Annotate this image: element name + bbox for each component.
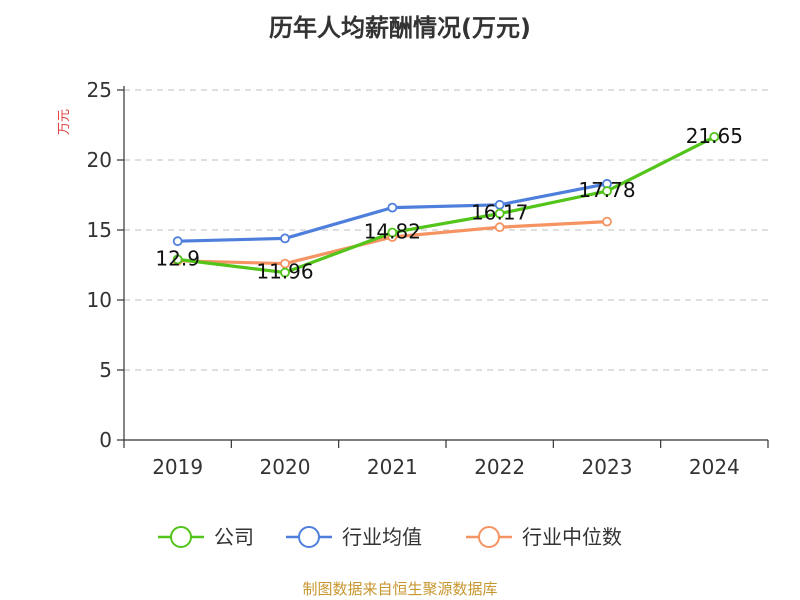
- source-footer: 制图数据来自恒生聚源数据库: [302, 580, 498, 598]
- data-label-2019: 12.9: [155, 246, 200, 270]
- legend-item-1[interactable]: 行业均值: [286, 525, 422, 549]
- series-lines: [176, 135, 716, 275]
- data-point-1-2019: [172, 236, 183, 247]
- data-point-0-2019: [172, 254, 183, 265]
- data-point-0-2023: [602, 186, 612, 196]
- y-tick-label-10: 10: [87, 288, 112, 312]
- legend-label-2: 行业中位数: [522, 525, 622, 549]
- x-tick-label-2020: 2020: [260, 455, 311, 479]
- data-label-2021: 14.82: [364, 220, 421, 244]
- legend-item-2[interactable]: 行业中位数: [466, 525, 622, 549]
- y-tick-label-20: 20: [87, 148, 112, 172]
- data-point-2-2022: [494, 222, 505, 233]
- data-point-0-2024: [709, 131, 720, 142]
- data-point-1-2020: [280, 233, 290, 244]
- y-tick-label-0: 0: [99, 428, 112, 452]
- data-labels: 12.9 11.96 14.82 16.17 17.78 21.65: [155, 124, 743, 284]
- data-label-2024: 21.65: [686, 124, 743, 148]
- data-label-2023: 17.78: [578, 178, 635, 202]
- y-tick-label-15: 15: [87, 218, 112, 242]
- data-point-2-2023: [602, 216, 612, 227]
- data-point-0-2020: [280, 267, 290, 278]
- legend-marker-icon: [170, 526, 192, 548]
- chart-title: 历年人均薪酬情况(万元): [269, 14, 531, 42]
- x-tick-label-2023: 2023: [582, 455, 633, 479]
- data-label-2020: 11.96: [256, 260, 313, 284]
- legend-marker-icon: [478, 526, 500, 548]
- grid-lines: [124, 89, 768, 371]
- axes: [117, 86, 769, 448]
- x-tick-label-2024: 2024: [689, 455, 740, 479]
- x-tick-label-2019: 2019: [152, 455, 203, 479]
- legend-item-0[interactable]: 公司: [158, 525, 254, 549]
- data-label-2022: 16.17: [471, 201, 528, 225]
- data-point-0-2021: [387, 227, 398, 238]
- legend-marker-icon: [298, 526, 320, 548]
- legend-label-0: 公司: [214, 525, 254, 549]
- x-tick-labels: 2019 2020 2021 2022 2023 2024: [152, 455, 740, 479]
- data-point-2-2020: [280, 258, 290, 269]
- y-tick-labels: 0 5 10 15 20 25: [87, 78, 112, 452]
- data-point-1-2021: [387, 202, 398, 213]
- series-line-0: [176, 135, 716, 275]
- legend-label-1: 行业均值: [342, 525, 422, 549]
- y-axis-label: 万元: [57, 109, 72, 135]
- legend[interactable]: 公司 行业均值 行业中位数: [158, 525, 622, 549]
- y-tick-label-25: 25: [87, 78, 112, 102]
- x-tick-label-2022: 2022: [474, 455, 525, 479]
- data-point-0-2022: [494, 208, 505, 219]
- y-tick-label-5: 5: [99, 358, 112, 382]
- x-tick-label-2021: 2021: [367, 455, 418, 479]
- series-points: [172, 131, 720, 278]
